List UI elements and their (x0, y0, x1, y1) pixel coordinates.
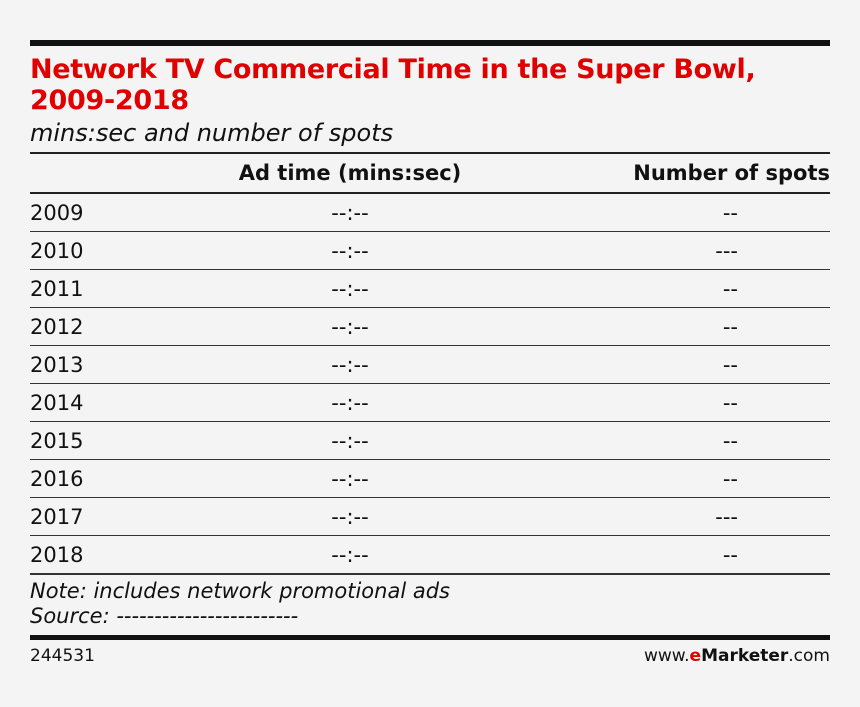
year-cell: 2011 (30, 269, 230, 308)
ad-time-cell: --:-- (230, 383, 470, 422)
table-bottom-rule (30, 573, 830, 575)
table-row: 2015 --:-- -- (30, 421, 830, 460)
source-text: Source: ------------------------ (30, 603, 299, 628)
spots-cell: -- (470, 345, 830, 384)
brand-e: e (689, 645, 702, 666)
brand-suffix: .com (788, 645, 830, 666)
spots-cell: -- (470, 535, 830, 573)
ad-time-cell: --:-- (230, 192, 470, 232)
spots-cell: --- (470, 497, 830, 536)
chart-id: 244531 (30, 645, 95, 666)
year-cell: 2014 (30, 383, 230, 422)
table-row: 2016 --:-- -- (30, 459, 830, 498)
brand-prefix: www. (643, 645, 690, 666)
spots-cell: -- (470, 307, 830, 346)
ad-time-cell: --:-- (230, 535, 470, 573)
column-header-spots: Number of spots (470, 154, 830, 194)
ad-time-cell: --:-- (230, 269, 470, 308)
ad-time-cell: --:-- (230, 307, 470, 346)
table-row: 2013 --:-- -- (30, 345, 830, 384)
ad-time-cell: --:-- (230, 459, 470, 498)
year-cell: 2018 (30, 535, 230, 573)
spots-cell: -- (470, 459, 830, 498)
year-cell: 2010 (30, 231, 230, 270)
footer: 244531 www.eMarketer.com (30, 646, 830, 666)
table-body: 2009 --:-- -- 2010 --:-- --- 2011 --:-- -- 2012 --… (30, 192, 830, 573)
spots-cell: -- (470, 192, 830, 232)
column-header-ad-time: Ad time (mins:sec) (230, 154, 470, 194)
top-rule (30, 40, 830, 46)
brand-logo: www.eMarketer.com (644, 646, 830, 666)
year-cell: 2013 (30, 345, 230, 384)
ad-time-cell: --:-- (230, 231, 470, 270)
table-row: 2017 --:-- --- (30, 497, 830, 536)
year-cell: 2012 (30, 307, 230, 346)
table-row: 2014 --:-- -- (30, 383, 830, 422)
table-row: 2012 --:-- -- (30, 307, 830, 346)
spots-cell: -- (470, 383, 830, 422)
data-table: Ad time (mins:sec) Number of spots 2009-… (30, 154, 830, 573)
spots-cell: --- (470, 231, 830, 270)
footer-rule (30, 634, 830, 640)
ad-time-cell: --:-- (230, 497, 470, 536)
brand-name: Marketer (701, 645, 789, 666)
chart-title: Network TV Commercial Time in the Super … (30, 54, 756, 116)
note-text: Note: includes network promotional ads (30, 578, 450, 603)
year-cell: 2009 (30, 192, 230, 232)
ad-time-cell: --:-- (230, 421, 470, 460)
table-row: 2010 --:-- --- (30, 231, 830, 270)
ad-time-cell: --:-- (230, 345, 470, 384)
year-cell: 2015 (30, 421, 230, 460)
spots-cell: -- (470, 269, 830, 308)
year-cell: 2016 (30, 459, 230, 498)
table-row: 2009 --:-- -- (30, 192, 830, 232)
chart-card: Network TV Commercial Time in the Super … (30, 40, 830, 666)
table-row: 2018 --:-- -- (30, 535, 830, 573)
spots-cell: -- (470, 421, 830, 460)
header-rule (30, 152, 830, 154)
table-header-row: Ad time (mins:sec) Number of spots (30, 154, 830, 194)
table-row: 2011 --:-- -- (30, 269, 830, 308)
year-cell: 2017 (30, 497, 230, 536)
chart-subtitle: mins:sec and number of spots (30, 119, 394, 147)
column-header-year (30, 154, 230, 194)
